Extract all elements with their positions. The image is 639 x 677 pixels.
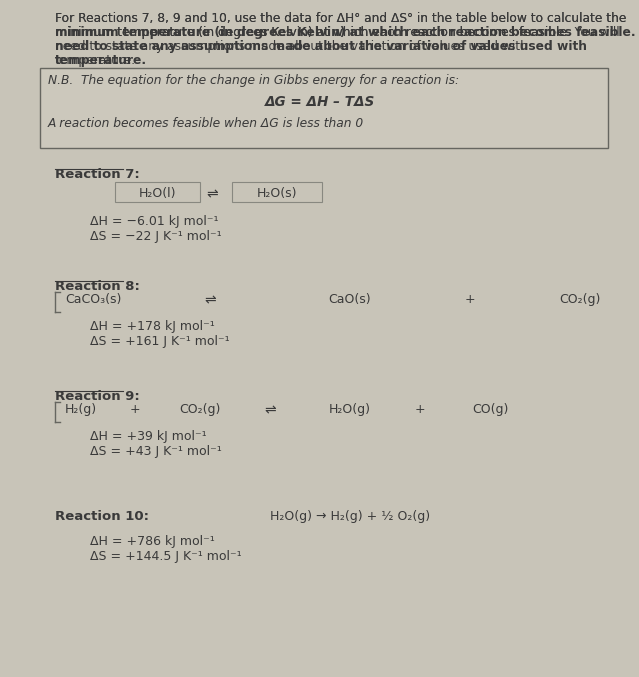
Text: ⇌: ⇌ — [264, 403, 276, 417]
Text: temperature.: temperature. — [55, 54, 136, 67]
Text: ΔS = +43 J K⁻¹ mol⁻¹: ΔS = +43 J K⁻¹ mol⁻¹ — [90, 445, 222, 458]
Text: ΔH = −6.01 kJ mol⁻¹: ΔH = −6.01 kJ mol⁻¹ — [90, 215, 219, 228]
Text: minimum temperature (in degrees Kelvin) at which each reaction becomes feasible.: minimum temperature (in degrees Kelvin) … — [55, 26, 639, 39]
Text: H₂(g): H₂(g) — [65, 403, 97, 416]
Text: +: + — [415, 403, 426, 416]
Text: Reaction 8:: Reaction 8: — [55, 280, 140, 293]
Text: ΔG = ΔH – TΔS: ΔG = ΔH – TΔS — [265, 95, 375, 109]
Text: A reaction becomes feasible when ΔG is less than 0: A reaction becomes feasible when ΔG is l… — [48, 117, 364, 130]
Text: Reaction 9:: Reaction 9: — [55, 390, 140, 403]
Bar — [115, 182, 200, 202]
Text: ΔH = +178 kJ mol⁻¹: ΔH = +178 kJ mol⁻¹ — [90, 320, 215, 333]
Text: CO₂(g): CO₂(g) — [180, 403, 220, 416]
Text: ⇌: ⇌ — [204, 293, 216, 307]
Text: +: + — [465, 293, 475, 306]
Text: CO₂(g): CO₂(g) — [559, 293, 601, 306]
Text: ΔS = +144.5 J K⁻¹ mol⁻¹: ΔS = +144.5 J K⁻¹ mol⁻¹ — [90, 550, 242, 563]
Text: H₂O(s): H₂O(s) — [257, 187, 297, 200]
Bar — [232, 182, 322, 202]
Text: need to state any assumptions made about the variation of values used with: need to state any assumptions made about… — [55, 40, 587, 53]
Text: ΔH = +39 kJ mol⁻¹: ΔH = +39 kJ mol⁻¹ — [90, 430, 206, 443]
Text: N.B.  The equation for the change in Gibbs energy for a reaction is:: N.B. The equation for the change in Gibb… — [48, 74, 459, 87]
Text: temperature.: temperature. — [55, 54, 147, 67]
Text: For Reactions 7, 8, 9 and 10, use the data for ΔH° and ΔS° in the table below to: For Reactions 7, 8, 9 and 10, use the da… — [55, 12, 626, 25]
Text: H₂O(g) → H₂(g) + ½ O₂(g): H₂O(g) → H₂(g) + ½ O₂(g) — [270, 510, 430, 523]
Text: H₂O(g): H₂O(g) — [329, 403, 371, 416]
Text: ΔS = +161 J K⁻¹ mol⁻¹: ΔS = +161 J K⁻¹ mol⁻¹ — [90, 335, 229, 348]
Text: CaO(s): CaO(s) — [328, 293, 371, 306]
Text: CaCO₃(s): CaCO₃(s) — [65, 293, 121, 306]
Text: Reaction 7:: Reaction 7: — [55, 168, 140, 181]
Text: minimum temperature (in degrees Kelvin) at which each reaction becomes feasible.: minimum temperature (in degrees Kelvin) … — [55, 26, 620, 39]
Text: ⇌: ⇌ — [206, 187, 218, 201]
Text: ΔH = +786 kJ mol⁻¹: ΔH = +786 kJ mol⁻¹ — [90, 535, 215, 548]
Bar — [40, 68, 608, 148]
Text: +: + — [130, 403, 141, 416]
Text: need to state any assumptions made about the variation of values used with: need to state any assumptions made about… — [55, 40, 528, 53]
Text: Reaction 10:: Reaction 10: — [55, 510, 149, 523]
Text: minimum temperature (in degrees Kelvin) at which each reaction becomes feasible.: minimum temperature (in degrees Kelvin) … — [55, 26, 574, 39]
Text: For Reactions 7, 8, 9 and 10, use the data for ΔH° and ΔS° in the table below to: For Reactions 7, 8, 9 and 10, use the da… — [55, 12, 626, 25]
Text: ΔS = −22 J K⁻¹ mol⁻¹: ΔS = −22 J K⁻¹ mol⁻¹ — [90, 230, 222, 243]
Text: H₂O(l): H₂O(l) — [138, 187, 176, 200]
Text: CO(g): CO(g) — [472, 403, 508, 416]
